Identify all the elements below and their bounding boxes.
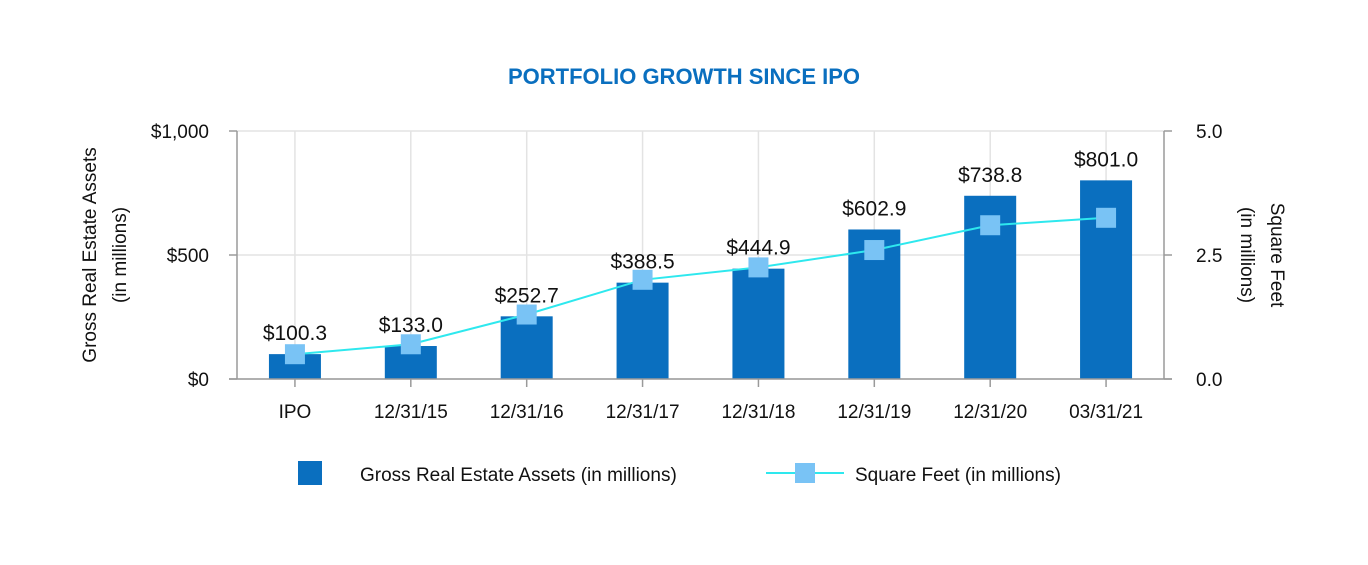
bar-value-label-5: $444.9	[726, 237, 790, 260]
chart-title: PORTFOLIO GROWTH SINCE IPO	[508, 64, 860, 89]
x-tick-label: 12/31/19	[837, 402, 911, 423]
bar-value-label-6: $602.9	[842, 197, 906, 220]
legend-bar-label: Gross Real Estate Assets (in millions)	[360, 465, 677, 486]
x-tick-label: 12/31/15	[374, 402, 448, 423]
left-axis-title-line2: (in millions)	[110, 207, 131, 303]
right-axis-title-group: Square Feet (in millions)	[1236, 203, 1287, 308]
x-tick-label: 12/31/16	[490, 402, 564, 423]
square-feet-marker-3	[516, 304, 537, 325]
right-tick-label: 0.0	[1196, 370, 1222, 391]
square-feet-marker-6	[864, 240, 885, 261]
square-feet-marker-7	[980, 215, 1001, 236]
left-axis-title-line1: Gross Real Estate Assets	[80, 147, 101, 362]
bar-4	[616, 282, 669, 379]
left-tick-label: $500	[167, 246, 209, 267]
bar-value-label-1: $100.3	[263, 322, 327, 345]
bar-value-label-7: $738.8	[958, 164, 1022, 187]
bar-3	[500, 316, 553, 379]
x-tick-label: 12/31/18	[721, 402, 795, 423]
right-axis-title-line1: Square Feet	[1266, 203, 1287, 308]
bar-value-label-2: $133.0	[379, 314, 443, 337]
legend-line-label: Square Feet (in millions)	[855, 465, 1061, 486]
x-tick-label: IPO	[279, 402, 312, 423]
bar-value-label-3: $252.7	[495, 284, 559, 307]
x-tick-label: 03/31/21	[1069, 402, 1143, 423]
x-tick-label: 12/31/17	[606, 402, 680, 423]
legend-line-marker	[795, 463, 815, 483]
square-feet-marker-8	[1096, 207, 1117, 228]
left-tick-label: $0	[188, 370, 209, 391]
data-labels: $100.3 $133.0 $252.7 $388.5 $444.9 $602.9 $738…	[263, 148, 1138, 345]
square-feet-line	[294, 216, 1107, 356]
x-tick-label: 12/31/20	[953, 402, 1027, 423]
tick-labels: IPO 12/31/15 12/31/16 12/31/17 12/31/18 12/31…	[151, 122, 1223, 423]
bar-value-label-8: $801.0	[1074, 148, 1138, 171]
left-axis-title-group: Gross Real Estate Assets (in millions)	[80, 147, 131, 362]
bar-series	[268, 180, 1133, 379]
right-tick-label: 2.5	[1196, 246, 1222, 267]
bar-5	[732, 268, 785, 379]
axes	[229, 130, 1172, 387]
square-feet-marker-2	[400, 334, 421, 355]
right-tick-label: 5.0	[1196, 122, 1222, 143]
legend: Gross Real Estate Assets (in millions) S…	[298, 461, 1061, 486]
right-axis-title-line2: (in millions)	[1236, 207, 1257, 303]
bar-value-label-4: $388.5	[610, 251, 674, 274]
square-feet-marker-5	[748, 257, 769, 278]
square-feet-marker-4	[632, 269, 653, 290]
square-feet-marker-1	[284, 344, 305, 365]
legend-bar-swatch	[298, 461, 322, 485]
line-series	[284, 207, 1117, 365]
gridlines	[237, 130, 1164, 380]
left-tick-label: $1,000	[151, 122, 209, 143]
